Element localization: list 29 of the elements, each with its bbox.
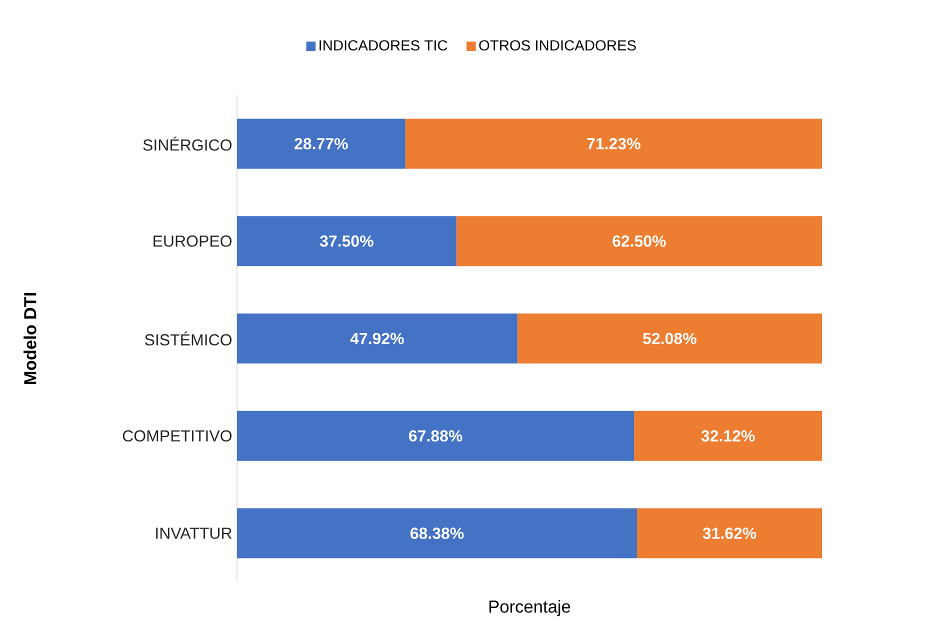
bar [237,313,518,364]
y-tick-label: SISTÉMICO [145,331,232,346]
data-label: 31.62% [702,528,756,539]
y-tick-label: SINÉRGICO [143,136,232,151]
data-label: 32.12% [701,430,755,442]
y-tick-label: COMPETITIVO [122,430,232,442]
bar [405,118,822,169]
data-label: 62.50% [612,235,666,247]
data-label: 52.08% [643,332,696,344]
bar [634,410,822,461]
bar [237,216,456,266]
data-label: 71.23% [587,138,640,150]
bar [237,508,638,558]
bar [456,216,822,266]
legend-label: INDICADORES TIC [320,40,448,51]
y-axis-title: Modelo DTI [24,292,36,384]
data-label: 68.38% [410,528,464,539]
data-label: 28.77% [294,138,348,150]
bar [517,313,822,364]
x-axis-title: Porcentaje [489,600,570,616]
data-label: 47.92% [350,332,404,344]
legend-label: OTROS INDICADORES [479,40,636,51]
bar [237,118,406,169]
bar [637,508,822,558]
y-tick-label: INVATTUR [156,528,232,539]
y-tick-label: EUROPEO [154,235,232,247]
bar [237,410,634,461]
data-label: 37.50% [320,235,374,247]
data-label: 67.88% [409,430,462,442]
